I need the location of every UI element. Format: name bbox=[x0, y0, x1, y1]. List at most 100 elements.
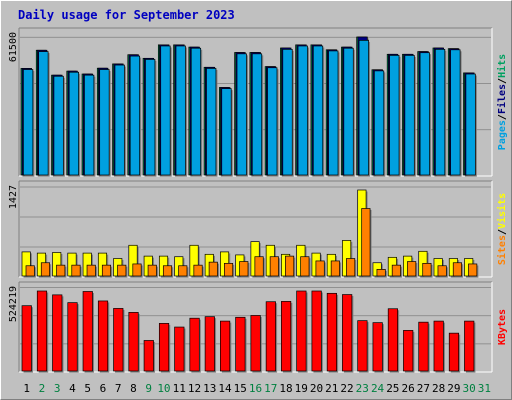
bar-pages-day-6 bbox=[99, 69, 110, 176]
day-label-17: 17 bbox=[264, 382, 277, 395]
day-label-9: 9 bbox=[145, 382, 152, 395]
axis-label-part: Files bbox=[496, 84, 508, 114]
axis-label-part: / bbox=[497, 78, 508, 84]
bar-sites-day-6 bbox=[101, 264, 112, 277]
bar-pages-day-2 bbox=[38, 51, 49, 176]
bar-kbytes-day-12 bbox=[189, 317, 200, 372]
bar-kbytes-day-16 bbox=[250, 315, 261, 372]
day-label-11: 11 bbox=[173, 382, 186, 395]
bar-pages-day-26 bbox=[404, 55, 415, 176]
bar-pages-day-30 bbox=[465, 73, 476, 176]
bar-kbytes-day-6 bbox=[97, 300, 109, 372]
bar-pages-day-14 bbox=[221, 88, 232, 176]
day-label-21: 21 bbox=[325, 382, 338, 395]
bar-kbytes-day-1 bbox=[21, 305, 32, 372]
bar-pages-day-27 bbox=[419, 52, 430, 176]
day-label-31: 31 bbox=[478, 382, 491, 395]
bar-kbytes-day-4 bbox=[67, 302, 78, 372]
bar-sites-day-17 bbox=[269, 256, 279, 277]
bar-sites-day-5 bbox=[86, 264, 96, 277]
bar-pages-day-7 bbox=[114, 64, 125, 176]
day-label-22: 22 bbox=[340, 382, 353, 395]
bar-sites-day-28 bbox=[437, 265, 447, 277]
bar-pages-day-20 bbox=[312, 45, 324, 176]
bar-sites-day-21 bbox=[330, 260, 340, 277]
bar-kbytes-day-18 bbox=[281, 301, 292, 372]
bar-sites-day-18 bbox=[285, 255, 295, 277]
ymax-label-bottom: 524219 bbox=[8, 286, 19, 322]
bar-kbytes-day-28 bbox=[433, 320, 444, 372]
bar-kbytes-day-17 bbox=[265, 301, 276, 372]
bar-pages-day-8 bbox=[129, 55, 141, 176]
day-label-26: 26 bbox=[401, 382, 414, 395]
day-label-6: 6 bbox=[100, 382, 107, 395]
bar-sites-day-9 bbox=[147, 264, 157, 277]
day-label-8: 8 bbox=[130, 382, 137, 395]
bar-kbytes-day-10 bbox=[158, 323, 170, 372]
day-label-29: 29 bbox=[447, 382, 460, 395]
axis-label-part: / bbox=[497, 229, 508, 235]
bar-kbytes-day-23 bbox=[357, 320, 368, 372]
bar-kbytes-day-5 bbox=[82, 291, 93, 372]
bar-sites-day-1 bbox=[25, 265, 35, 277]
bar-sites-day-16 bbox=[254, 256, 264, 277]
bar-sites-day-12 bbox=[193, 264, 203, 277]
bar-pages-day-16 bbox=[251, 53, 263, 176]
bar-sites-day-13 bbox=[208, 261, 218, 277]
bar-sites-day-10 bbox=[162, 265, 173, 277]
bar-kbytes-day-15 bbox=[235, 316, 246, 372]
bar-sites-day-14 bbox=[224, 262, 234, 277]
day-label-10: 10 bbox=[157, 382, 170, 395]
day-label-18: 18 bbox=[279, 382, 292, 395]
bar-pages-day-25 bbox=[389, 55, 400, 176]
bar-kbytes-day-19 bbox=[296, 290, 307, 372]
day-label-1: 1 bbox=[23, 382, 30, 395]
day-label-24: 24 bbox=[371, 382, 385, 395]
bar-sites-day-7 bbox=[117, 264, 127, 277]
axis-label-bottom: KBytes bbox=[497, 309, 508, 345]
bar-kbytes-day-11 bbox=[174, 326, 185, 372]
bar-pages-day-3 bbox=[53, 75, 64, 176]
bar-sites-day-30 bbox=[468, 263, 478, 277]
bar-kbytes-day-9 bbox=[143, 340, 154, 372]
day-label-23: 23 bbox=[356, 382, 369, 395]
ymax-label-middle: 1427 bbox=[8, 185, 19, 209]
bar-pages-day-11 bbox=[175, 45, 186, 176]
bar-pages-day-10 bbox=[160, 45, 171, 176]
bar-kbytes-day-21 bbox=[326, 292, 337, 372]
day-label-2: 2 bbox=[39, 382, 46, 395]
bar-pages-day-4 bbox=[68, 71, 79, 176]
bar-sites-day-2 bbox=[40, 262, 50, 277]
day-label-25: 25 bbox=[386, 382, 399, 395]
day-label-4: 4 bbox=[69, 382, 76, 395]
day-label-15: 15 bbox=[234, 382, 247, 395]
bar-sites-day-26 bbox=[407, 261, 417, 277]
bar-kbytes-day-3 bbox=[52, 294, 63, 372]
day-label-13: 13 bbox=[203, 382, 216, 395]
bar-sites-day-27 bbox=[422, 262, 432, 277]
axis-label-middle: Sites/Visits bbox=[496, 193, 508, 265]
day-label-28: 28 bbox=[432, 382, 445, 395]
axis-label-part: Pages bbox=[497, 120, 508, 150]
bar-pages-day-22 bbox=[343, 47, 354, 176]
bar-sites-day-22 bbox=[346, 258, 356, 277]
bar-kbytes-day-13 bbox=[204, 316, 215, 372]
bar-sites-day-29 bbox=[452, 262, 462, 277]
day-label-20: 20 bbox=[310, 382, 323, 395]
bar-sites-day-11 bbox=[178, 265, 188, 277]
bar-pages-day-5 bbox=[84, 74, 95, 176]
axis-label-part: KBytes bbox=[497, 309, 508, 345]
chart-title: Daily usage for September 2023 bbox=[18, 8, 235, 22]
bar-pages-day-15 bbox=[236, 53, 247, 176]
bar-pages-day-9 bbox=[145, 59, 156, 176]
bar-sites-day-8 bbox=[132, 263, 142, 277]
bar-kbytes-day-2 bbox=[36, 290, 48, 372]
bar-pages-day-19 bbox=[297, 45, 308, 176]
bar-pages-day-17 bbox=[267, 67, 278, 176]
bar-sites-day-19 bbox=[300, 256, 310, 277]
bar-kbytes-day-30 bbox=[464, 320, 475, 372]
day-label-30: 30 bbox=[462, 382, 475, 395]
bar-kbytes-day-24 bbox=[372, 322, 383, 372]
ymax-label-top: 61500 bbox=[8, 32, 19, 62]
